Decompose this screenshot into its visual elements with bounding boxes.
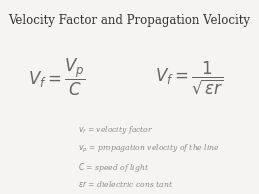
Text: $v_{f}$ = velocity factor: $v_{f}$ = velocity factor: [78, 124, 153, 136]
Text: $v_{p}$ = propagation velocity of the line: $v_{p}$ = propagation velocity of the li…: [78, 143, 220, 155]
Text: Velocity Factor and Propagation Velocity: Velocity Factor and Propagation Velocity: [9, 14, 250, 27]
Text: $\varepsilon r$ = dielectric cons tant: $\varepsilon r$ = dielectric cons tant: [78, 179, 173, 190]
Text: $C$ = speed of light: $C$ = speed of light: [78, 161, 149, 174]
Text: $V_{f} = \dfrac{V_{p}}{C}$: $V_{f} = \dfrac{V_{p}}{C}$: [28, 57, 86, 98]
Text: $V_{f} = \dfrac{1}{\sqrt{\varepsilon r}}$: $V_{f} = \dfrac{1}{\sqrt{\varepsilon r}}…: [155, 59, 224, 96]
